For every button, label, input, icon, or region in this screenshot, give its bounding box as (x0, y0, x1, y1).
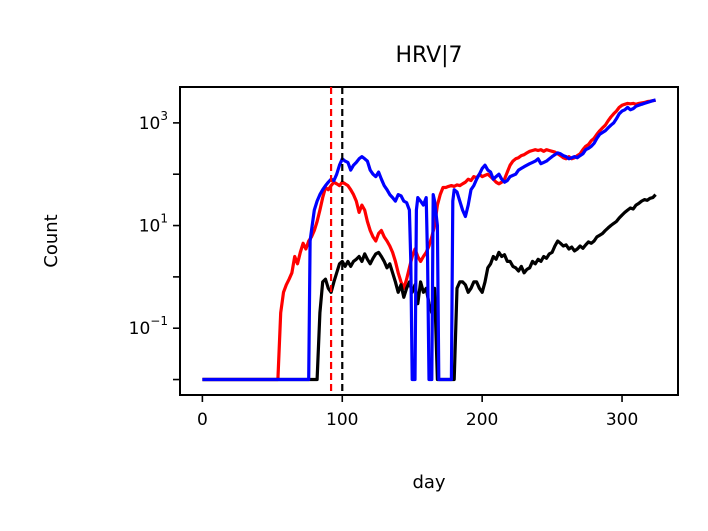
y-tick-label: 101 (139, 212, 168, 237)
chart-title: HRV|7 (395, 43, 462, 68)
x-tick-label: 300 (606, 410, 638, 430)
y-axis-label: Count (41, 214, 62, 267)
vline-group (329, 87, 344, 395)
x-axis: 0 100 200 300 (197, 395, 638, 430)
series-line-2 (202, 98, 657, 382)
x-tick-label: 200 (466, 410, 498, 430)
x-tick-label: 0 (197, 410, 208, 430)
series-line-0 (202, 98, 656, 382)
x-axis-label: day (412, 472, 445, 493)
series-line-1 (202, 193, 657, 382)
series-group (202, 98, 657, 382)
plot-frame (179, 86, 679, 396)
x-tick-label: 100 (326, 410, 358, 430)
y-tick-label: 103 (139, 109, 168, 134)
y-axis: 10−1 101 103 (129, 109, 180, 381)
plot-area (179, 86, 679, 396)
y-tick-label: 10−1 (129, 314, 168, 339)
